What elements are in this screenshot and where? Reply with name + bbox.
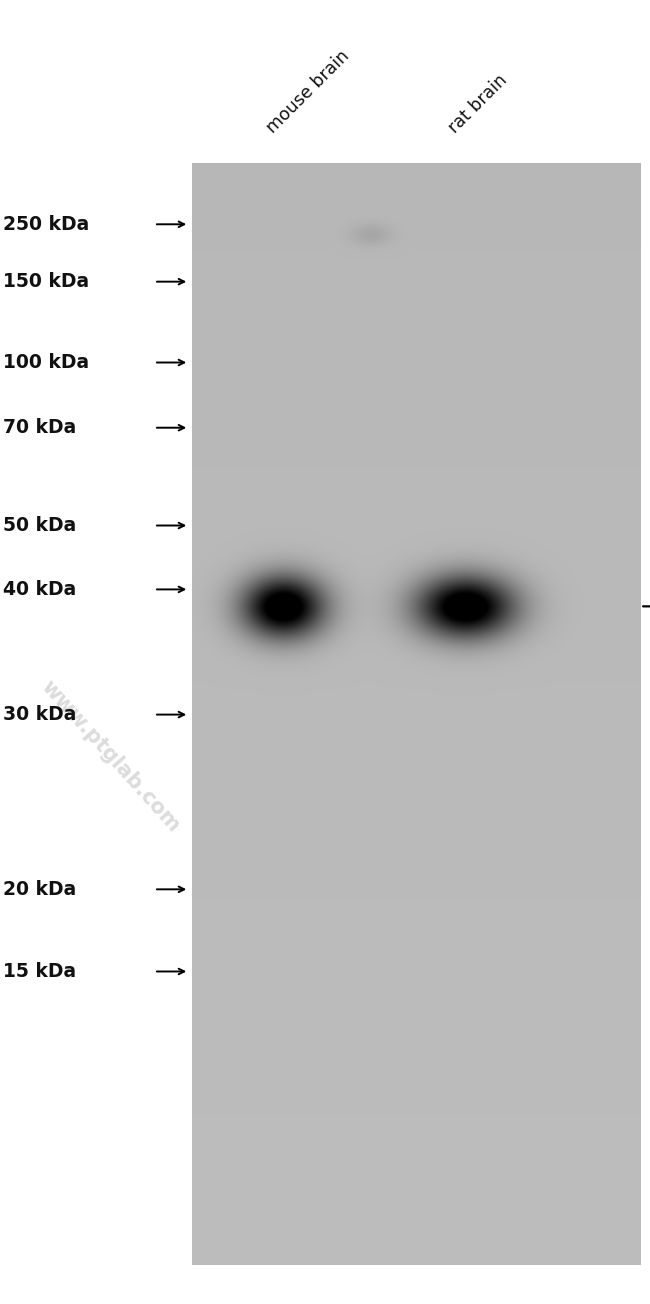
Text: 30 kDa: 30 kDa bbox=[3, 705, 77, 724]
Text: 15 kDa: 15 kDa bbox=[3, 962, 77, 981]
Text: www.ptglab.com: www.ptglab.com bbox=[37, 677, 184, 836]
Text: 150 kDa: 150 kDa bbox=[3, 273, 90, 291]
Text: 50 kDa: 50 kDa bbox=[3, 516, 77, 535]
Text: mouse brain: mouse brain bbox=[263, 47, 353, 137]
Bar bbox=[192, 163, 640, 1265]
Text: 100 kDa: 100 kDa bbox=[3, 353, 90, 372]
Text: 40 kDa: 40 kDa bbox=[3, 580, 77, 599]
Text: 250 kDa: 250 kDa bbox=[3, 215, 90, 233]
Text: 20 kDa: 20 kDa bbox=[3, 880, 77, 898]
Text: rat brain: rat brain bbox=[445, 72, 511, 137]
Text: 70 kDa: 70 kDa bbox=[3, 419, 77, 437]
